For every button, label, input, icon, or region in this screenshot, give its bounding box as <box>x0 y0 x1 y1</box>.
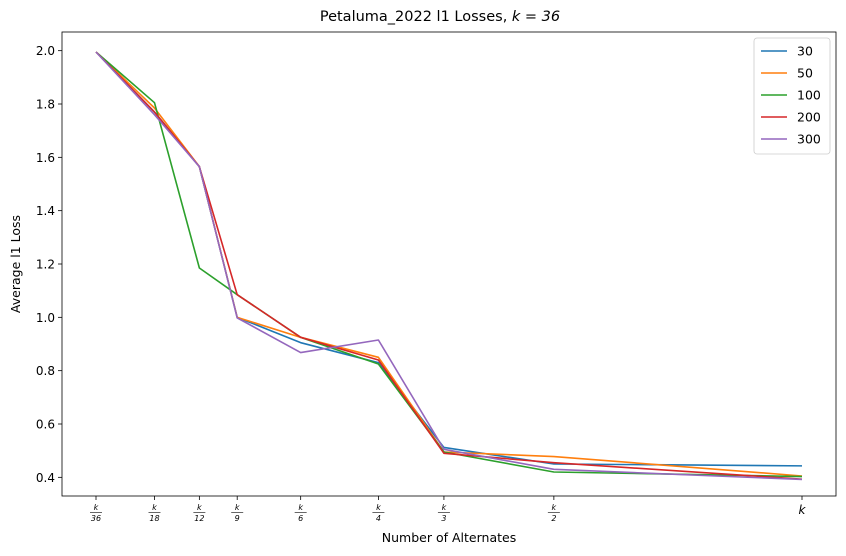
x-tick-denominator: 3 <box>441 514 446 523</box>
x-tick-numerator: k <box>197 503 202 512</box>
x-tick-denominator: 12 <box>194 514 204 523</box>
legend-label-100: 100 <box>797 88 821 103</box>
chart-title-math: k = 36 <box>512 9 560 25</box>
x-tick-denominator: 9 <box>235 514 240 523</box>
x-tick-numerator: k <box>235 503 240 512</box>
x-tick-label: k <box>799 503 807 517</box>
legend: 30 50 100 200 300 <box>753 37 831 155</box>
y-tick-label: 2.0 <box>36 44 55 58</box>
y-axis: 0.4 0.6 0.8 1.0 1.2 1.4 1.6 1.8 2.0 <box>36 44 62 485</box>
y-tick-label: 1.0 <box>36 311 55 325</box>
x-tick-denominator: 6 <box>298 514 303 523</box>
y-tick-label: 1.2 <box>36 258 55 272</box>
legend-label-50: 50 <box>797 66 813 81</box>
x-tick-numerator: k <box>376 503 381 512</box>
x-tick-numerator: k <box>442 503 447 512</box>
x-tick-label: k 18 <box>148 503 161 523</box>
x-axis-label: Number of Alternates <box>382 530 516 545</box>
legend-label-30: 30 <box>797 44 813 59</box>
y-tick-label: 0.8 <box>36 364 55 378</box>
x-tick-numerator: k <box>552 503 557 512</box>
series-layer <box>95 51 803 481</box>
y-tick-label: 1.8 <box>36 98 55 112</box>
x-tick-numerator: k <box>94 503 99 512</box>
legend-label-200: 200 <box>797 110 821 125</box>
x-tick-denominator: 36 <box>91 514 101 523</box>
x-tick-denominator: 18 <box>149 514 159 523</box>
x-tick-denominator: 2 <box>551 514 556 523</box>
x-tick-label: k6 <box>294 503 307 523</box>
x-tick-label: k 12 <box>193 503 206 523</box>
legend-frame <box>753 37 831 155</box>
y-axis-label: Average l1 Loss <box>8 215 23 313</box>
y-tick-label: 0.4 <box>36 471 55 485</box>
series-line-300 <box>95 51 803 481</box>
x-tick-label: k4 <box>372 503 385 523</box>
series-line-200 <box>95 51 803 480</box>
legend-label-300: 300 <box>797 132 821 147</box>
x-tick-k: k <box>799 503 807 517</box>
y-tick-label: 1.6 <box>36 151 55 165</box>
x-tick-numerator: k <box>152 503 157 512</box>
x-tick-denominator: 4 <box>376 514 381 523</box>
y-tick-label: 1.4 <box>36 204 55 218</box>
chart-title: Petaluma_2022 l1 Losses, k = 36 <box>320 9 560 25</box>
x-tick-label: k3 <box>437 503 450 523</box>
y-tick-label: 0.6 <box>36 418 55 432</box>
x-tick-label: k 36 <box>90 503 102 523</box>
x-tick-label: k9 <box>231 503 244 523</box>
x-tick-label: k2 <box>547 503 560 523</box>
x-tick-numerator: k <box>298 503 303 512</box>
